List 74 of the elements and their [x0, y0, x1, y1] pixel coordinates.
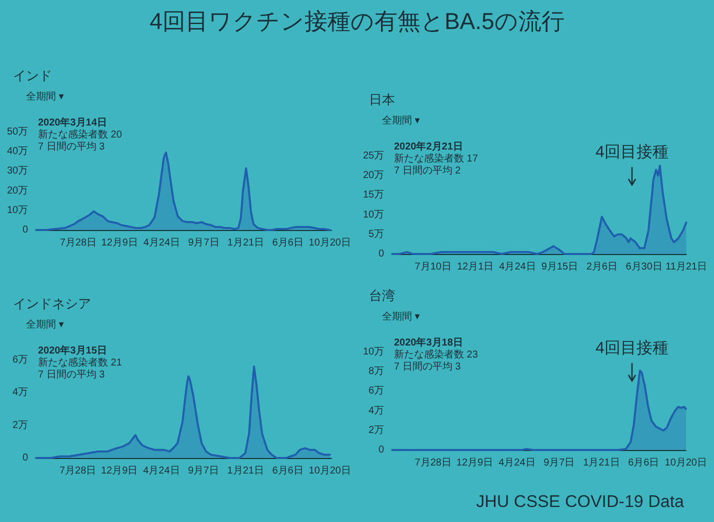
chart-title: 台湾 [369, 288, 395, 303]
x-tick-label: 4月24日 [143, 238, 180, 248]
x-tick-label: 1月21日 [227, 238, 264, 248]
x-tick-label: 4月24日 [498, 458, 536, 468]
annotation: 新たな感染者数 23 [394, 348, 478, 360]
annotation: 新たな感染者数 17 [394, 152, 478, 164]
text: 2020年3月18日 [394, 336, 463, 348]
x-tick-label: 1月21日 [583, 458, 620, 468]
text: 全期間 ▾ [26, 90, 64, 102]
x-tick-label: 9月7日 [188, 238, 220, 248]
annotation: 新たな感染者数 20 [38, 128, 122, 140]
y-tick-label: 10万 [363, 209, 384, 220]
chart-title: 日本 [369, 92, 395, 107]
x-tick-label: 10月20日 [308, 466, 351, 476]
text: 全期間 ▾ [382, 114, 420, 126]
x-tick-label: 10月20日 [308, 238, 352, 248]
y-tick-label: 2万 [12, 420, 28, 431]
text: JHU CSSE COVID-19 Data [476, 492, 684, 512]
x-tick-label: 6月6日 [628, 458, 660, 468]
x-tick-label: 11月21日 [665, 262, 708, 272]
x-tick-label: 4月24日 [143, 466, 180, 476]
y-tick-label: 0 [22, 452, 28, 464]
x-tick-label: 7月10日 [414, 262, 452, 272]
annotation: 7 日間の平均 2 [394, 164, 462, 176]
y-tick-label: 8万 [368, 366, 384, 378]
annotation: 7 日間の平均 3 [38, 140, 106, 152]
y-tick-label: 10万 [7, 204, 28, 216]
y-tick-label: 20万 [363, 170, 384, 182]
annotation: 新たな感染者数 21 [38, 356, 122, 368]
y-tick-label: 20万 [7, 185, 28, 196]
y-tick-label: 0 [378, 248, 385, 260]
y-tick-label: 2万 [368, 424, 384, 436]
chart-title: インドネシア [13, 296, 91, 311]
x-tick-label: 7月28日 [414, 458, 452, 468]
y-tick-label: 30万 [7, 166, 28, 177]
x-tick-label: 4月24日 [499, 262, 536, 272]
annotation: 7 日間の平均 3 [38, 368, 106, 380]
text: 2020年2月21日 [394, 140, 463, 152]
y-tick-label: 4万 [12, 387, 28, 398]
y-tick-label: 6万 [12, 354, 28, 366]
annotation: 4回目接種 [594, 142, 670, 163]
text: 2020年3月14日 [38, 116, 107, 128]
x-tick-label: 7月28日 [60, 238, 97, 248]
x-tick-label: 6月6日 [272, 466, 304, 476]
x-tick-label: 9月7日 [188, 466, 220, 476]
x-tick-label: 12月1日 [456, 262, 494, 272]
x-tick-label: 12月9日 [456, 458, 494, 468]
chart-title: インド [13, 68, 52, 83]
text: 全期間 ▾ [382, 310, 420, 322]
y-tick-label: 4万 [368, 405, 384, 416]
y-tick-label: 10万 [363, 346, 384, 358]
y-tick-label: 25万 [363, 150, 384, 162]
x-tick-label: 12月9日 [100, 466, 138, 476]
x-tick-label: 6月6日 [272, 238, 304, 248]
x-tick-label: 9月15日 [541, 262, 578, 272]
x-tick-label: 6月30日 [626, 262, 662, 272]
annotation: 7 日間の平均 3 [394, 360, 462, 372]
x-tick-label: 1月21日 [227, 466, 264, 476]
y-tick-label: 0 [22, 224, 29, 236]
y-tick-label: 5万 [368, 228, 384, 240]
y-tick-label: 6万 [368, 386, 384, 397]
text: 2020年3月15日 [38, 344, 107, 356]
y-tick-label: 50万 [7, 126, 28, 138]
y-tick-label: 40万 [7, 146, 28, 158]
x-tick-label: 2月6日 [586, 262, 618, 272]
x-tick-label: 7月28日 [59, 466, 96, 476]
x-tick-label: 9月7日 [544, 458, 575, 468]
y-tick-label: 0 [378, 444, 385, 456]
x-tick-label: 12月9日 [101, 238, 138, 248]
annotation: 4回目接種 [594, 338, 670, 359]
text: 全期間 ▾ [26, 318, 64, 330]
y-tick-label: 15万 [363, 190, 384, 201]
x-tick-label: 10月20日 [664, 458, 707, 468]
text: 4回目ワクチン接種の有無とBA.5の流行 [148, 7, 566, 36]
